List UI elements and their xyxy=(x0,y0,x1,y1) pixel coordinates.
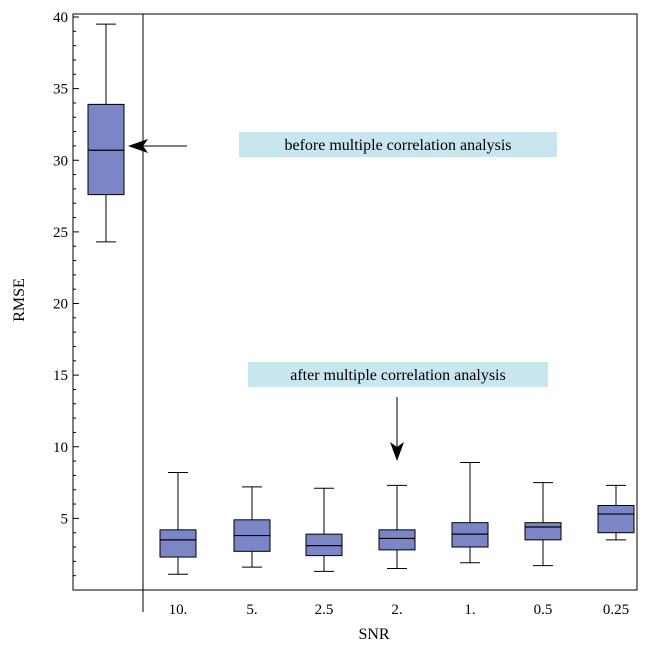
box-group: 10. xyxy=(159,472,197,618)
box xyxy=(305,533,343,557)
before-annotation-label: before multiple correlation analysis xyxy=(284,137,511,154)
x-tick-label: 0.5 xyxy=(534,602,553,618)
y-tick-label: 30 xyxy=(53,153,68,169)
before-arrow-head xyxy=(128,139,148,153)
y-tick-label: 40 xyxy=(53,10,68,26)
box-group: 1. xyxy=(451,462,489,618)
axes: 5 10 15 20 25 30 35 40 xyxy=(53,10,638,612)
x-tick-label: 1. xyxy=(464,602,475,618)
box xyxy=(87,103,125,196)
x-tick-label: 0.25 xyxy=(603,602,629,618)
x-axis-title: SNR xyxy=(358,626,389,643)
x-tick-label: 2.5 xyxy=(315,602,334,618)
x-tick-label: 2. xyxy=(391,602,402,618)
before-annotation-label-bg xyxy=(239,132,557,157)
y-tick-label: 15 xyxy=(53,368,68,384)
y-tick-label: 35 xyxy=(53,82,68,98)
box xyxy=(524,522,562,541)
y-axis-title: RMSE xyxy=(11,278,28,322)
annotations: before multiple correlation analysis afte… xyxy=(128,132,557,461)
box-group: 0.25 xyxy=(597,484,635,618)
box xyxy=(378,529,416,551)
y-tick-label: 5 xyxy=(61,511,69,527)
x-tick-label: 10. xyxy=(169,602,188,618)
box-group: 2. xyxy=(378,484,416,618)
y-tick-label: 20 xyxy=(53,297,68,313)
box-group: 2.5 xyxy=(305,487,343,618)
box xyxy=(597,504,635,534)
after-annotation-label: after multiple correlation analysis xyxy=(290,367,505,384)
after-annotation-label-bg xyxy=(248,362,548,387)
box-group: 5. xyxy=(233,486,271,618)
box xyxy=(159,529,197,558)
after-arrow-head xyxy=(390,442,404,461)
x-tick-label: 5. xyxy=(246,602,257,618)
box-series: 10. 5. 2.5 2. 1. 0.5 0.25 xyxy=(87,23,635,618)
box-group: 0.5 xyxy=(524,482,562,618)
y-tick-label: 25 xyxy=(53,225,68,241)
box xyxy=(451,522,489,548)
plot-frame xyxy=(72,13,638,591)
y-tick-label: 10 xyxy=(53,440,68,456)
box-group xyxy=(87,23,125,243)
